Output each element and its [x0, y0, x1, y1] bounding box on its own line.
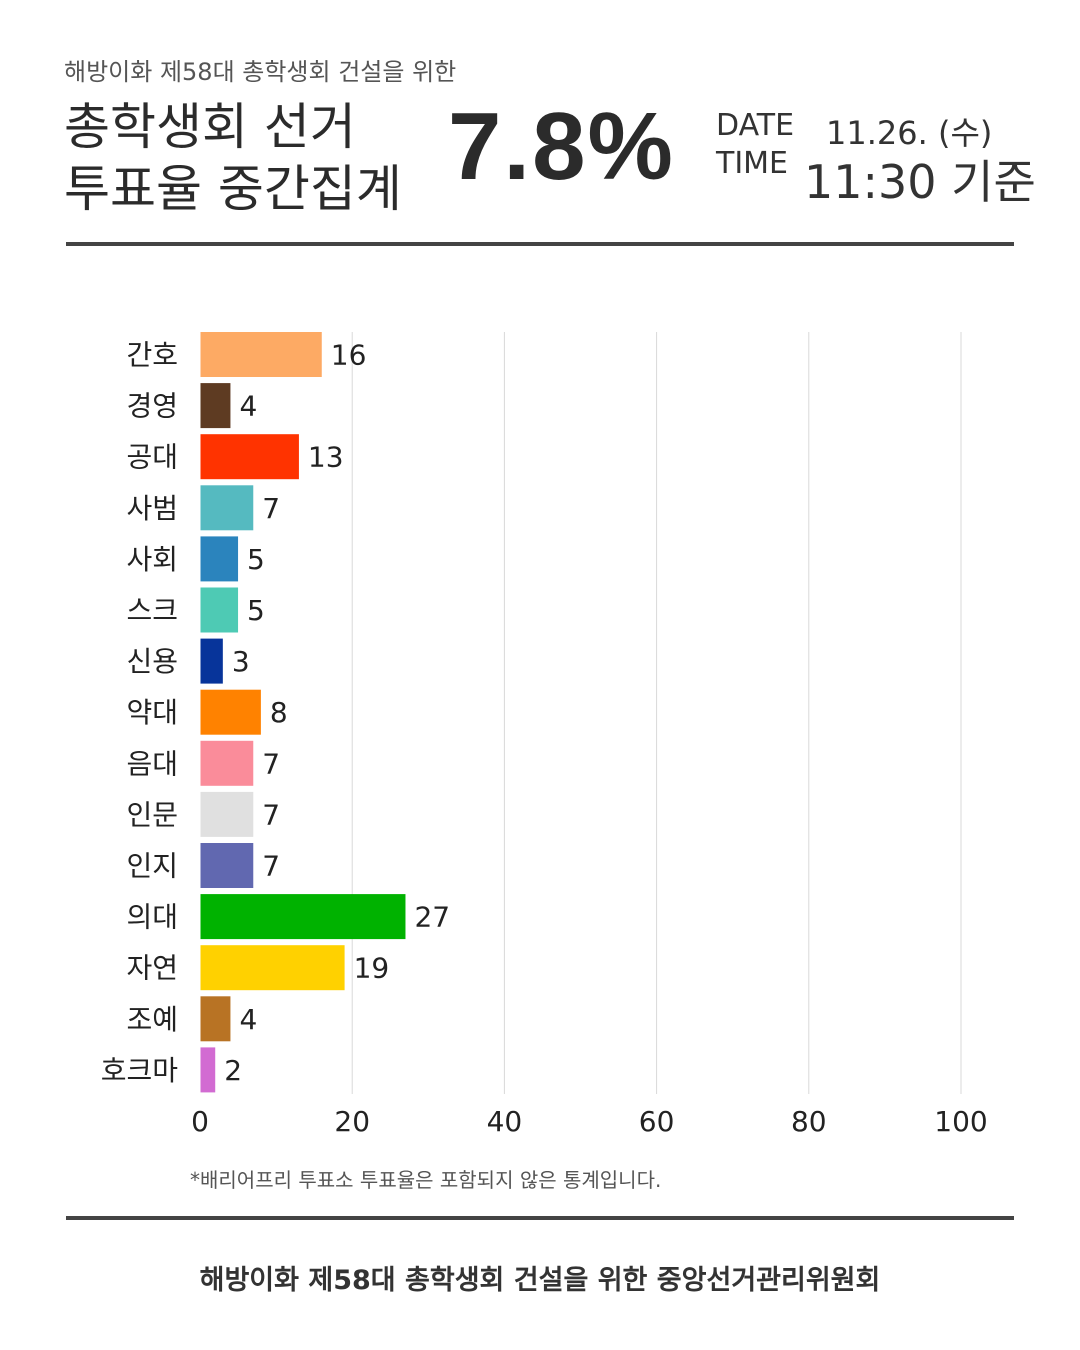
category-label: 사범 [126, 492, 178, 525]
bar [200, 536, 239, 582]
data-label: 5 [247, 543, 265, 576]
data-label: 4 [239, 390, 257, 423]
data-label: 19 [354, 952, 390, 985]
time-label: TIME [716, 146, 789, 181]
bar [200, 332, 322, 377]
bar [200, 843, 254, 888]
category-label: 호크마 [101, 1054, 178, 1087]
footer-divider [66, 1216, 1014, 1220]
data-label: 7 [262, 492, 280, 525]
category-label: 음대 [126, 747, 178, 780]
x-tick-label: 0 [191, 1105, 209, 1138]
bar [200, 587, 239, 633]
category-label: 조예 [126, 1003, 178, 1036]
time-value: 11:30 기준 [804, 155, 1036, 209]
bar [200, 485, 254, 531]
bar [200, 434, 299, 480]
x-tick-label: 100 [934, 1105, 987, 1138]
date-label: DATE [716, 108, 795, 143]
data-label: 7 [262, 747, 280, 780]
x-tick-label: 80 [791, 1105, 827, 1138]
x-tick-label: 60 [639, 1105, 675, 1138]
bar [200, 894, 406, 940]
data-label: 16 [331, 339, 367, 372]
footnote: *배리어프리 투표소 투표율은 포함되지 않은 통계입니다. [190, 1168, 662, 1192]
data-label: 7 [262, 798, 280, 831]
category-label: 신용 [126, 645, 178, 678]
bar [200, 740, 254, 786]
category-label: 인지 [126, 850, 178, 883]
category-label: 의대 [126, 901, 178, 934]
header-divider [66, 242, 1014, 246]
category-label: 사회 [126, 543, 178, 576]
turnout-value: 7.8% [448, 93, 675, 200]
x-tick-label: 40 [487, 1105, 523, 1138]
data-label: 4 [239, 1003, 257, 1036]
category-label: 경영 [126, 390, 178, 423]
category-label: 스크 [126, 594, 178, 627]
bar [200, 383, 231, 429]
date-value: 11.26. (수) [826, 114, 993, 152]
data-label: 5 [247, 594, 265, 627]
title-line-2: 투표율 중간집계 [64, 160, 402, 218]
subtitle: 해방이화 제58대 총학생회 건설을 위한 [64, 58, 457, 86]
data-label: 2 [224, 1054, 242, 1087]
data-label: 13 [308, 441, 344, 474]
category-label: 자연 [126, 952, 178, 985]
title-line-1: 총학생회 선거 [64, 98, 356, 156]
bar [200, 945, 345, 991]
bar [200, 1047, 216, 1093]
data-label: 3 [232, 645, 250, 678]
bar [200, 638, 223, 684]
data-label: 8 [270, 696, 288, 729]
data-label: 27 [414, 901, 450, 934]
category-label: 간호 [126, 339, 178, 372]
bar [200, 996, 231, 1042]
page-title: 총학생회 선거 투표율 중간집계 [64, 96, 402, 220]
category-label: 약대 [126, 696, 178, 729]
bar [200, 791, 254, 837]
bar [200, 689, 261, 735]
category-label: 공대 [126, 441, 178, 474]
x-tick-label: 20 [334, 1105, 370, 1138]
data-label: 7 [262, 850, 280, 883]
category-label: 인문 [126, 798, 178, 831]
organization-name: 해방이화 제58대 총학생회 건설을 위한 중앙선거관리위원회 [199, 1265, 881, 1296]
